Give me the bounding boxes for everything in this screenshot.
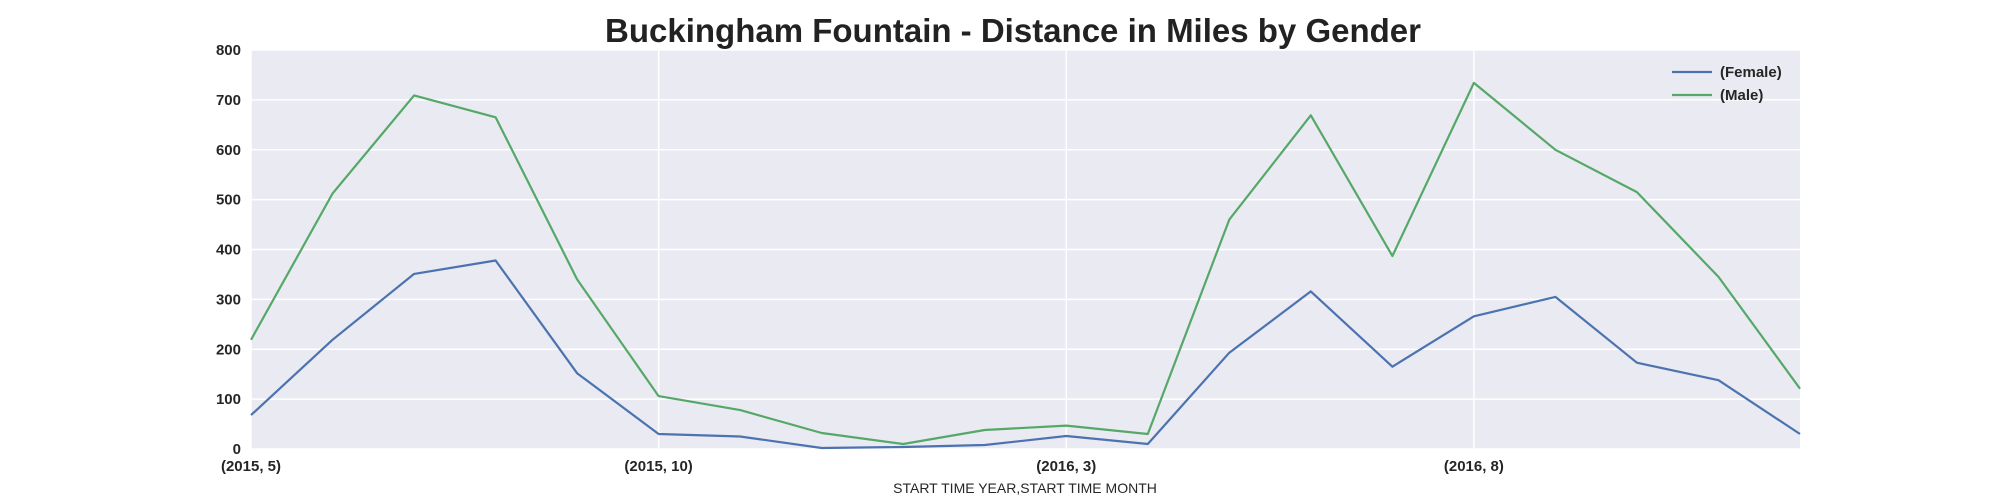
y-tick-label: 100	[216, 391, 241, 408]
legend: (Female) (Male)	[1672, 64, 1782, 104]
x-axis-ticks: (2015, 5) (2015, 10) (2016, 3) (2016, 8)	[221, 458, 1504, 475]
legend-label: (Male)	[1720, 87, 1763, 104]
y-tick-label: 500	[216, 192, 241, 209]
legend-label: (Female)	[1720, 64, 1782, 81]
gridlines	[250, 49, 1800, 450]
y-tick-label: 700	[216, 92, 241, 109]
series-line	[250, 81, 1801, 446]
y-tick-label: 300	[216, 291, 241, 308]
series-lines	[250, 81, 1801, 450]
x-tick-label: (2016, 8)	[1444, 458, 1504, 475]
y-tick-label: 600	[216, 142, 241, 159]
y-tick-label: 400	[216, 242, 241, 259]
x-tick-label: (2015, 5)	[221, 458, 281, 475]
y-axis-ticks: 0 100 200 300 400 500 600 700 800	[216, 42, 241, 458]
x-tick-label: (2015, 10)	[624, 458, 692, 475]
y-tick-label: 0	[233, 441, 241, 458]
x-axis-label: START TIME YEAR,START TIME MONTH	[893, 480, 1157, 496]
y-tick-label: 200	[216, 341, 241, 358]
y-tick-label: 800	[216, 42, 241, 59]
series-line	[250, 259, 1801, 450]
x-tick-label: (2016, 3)	[1036, 458, 1096, 475]
chart-title: Buckingham Fountain - Distance in Miles …	[605, 12, 1421, 49]
